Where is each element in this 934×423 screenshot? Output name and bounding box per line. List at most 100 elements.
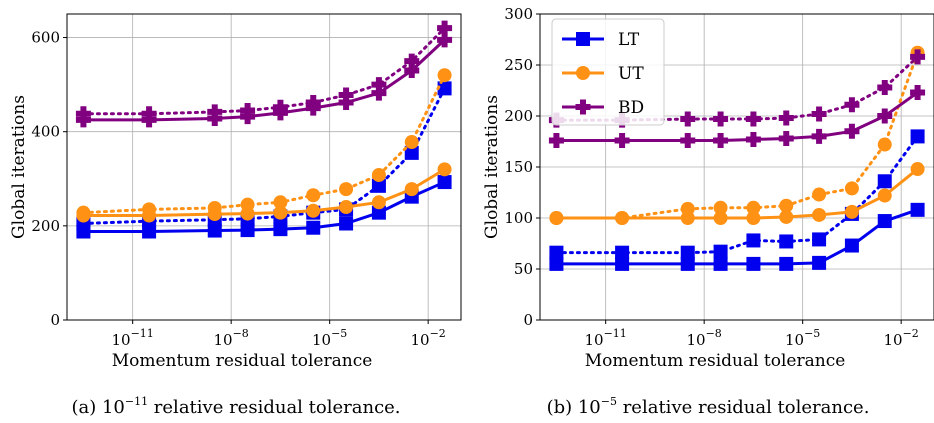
data-point-lt (306, 220, 321, 235)
data-point-lt (404, 145, 419, 160)
data-point-ut (779, 209, 794, 224)
data-point-lt (812, 255, 827, 270)
data-point-bd (745, 111, 761, 127)
x-tick-exponent: −2 (903, 327, 919, 340)
data-point-bd (713, 111, 729, 127)
y-axis-label: Global iterations (482, 95, 502, 239)
data-point-lt (615, 245, 630, 260)
x-tick-exponent: −5 (331, 327, 347, 340)
series-line-ut-dotted (81, 73, 447, 215)
data-point-lt (437, 175, 452, 190)
panel-caption: (b) 10−5 relative residual tolerance. (547, 395, 870, 418)
y-tick-label: 400 (31, 123, 60, 141)
data-point-bd (404, 53, 420, 69)
y-tick-label: 600 (31, 29, 60, 47)
data-point-bd (207, 104, 223, 120)
data-point-ut (404, 135, 419, 150)
data-point-bd (548, 132, 564, 148)
data-point-ut (779, 198, 794, 213)
data-point-lt (371, 178, 386, 193)
series-line-ut-solid (556, 167, 919, 220)
data-point-ut (142, 202, 157, 217)
caption-suffix: relative residual tolerance. (148, 397, 400, 418)
data-point-bd (371, 85, 387, 101)
x-tick-base: 10 (687, 331, 706, 349)
data-point-ut (273, 195, 288, 210)
data-point-lt (779, 256, 794, 271)
caption-base: 10 (102, 397, 125, 418)
data-point-ut (76, 205, 91, 220)
data-point-bd (778, 130, 794, 146)
data-point-bd (371, 77, 387, 93)
legend-marker-ut (576, 66, 590, 80)
data-point-ut (339, 182, 354, 197)
series-line-lt-dotted (554, 134, 920, 255)
panel-caption: (a) 10−11 relative residual tolerance. (71, 395, 400, 418)
series-line-bd-solid (556, 91, 919, 142)
data-point-lt (877, 174, 892, 189)
x-tick-base: 10 (312, 331, 331, 349)
x-axis-label: Momentum residual tolerance (112, 351, 373, 371)
legend-label-ut: UT (618, 64, 644, 84)
data-point-lt (844, 238, 859, 253)
x-tick-base: 10 (214, 331, 233, 349)
legend-label-bd: BD (618, 98, 644, 118)
x-tick-label: 10−2 (411, 327, 446, 349)
data-point-lt (910, 202, 925, 217)
data-point-bd (75, 106, 91, 122)
data-point-ut (746, 200, 761, 215)
data-point-lt (549, 245, 564, 260)
series-line-ut-dotted (554, 51, 920, 220)
data-point-ut (549, 211, 564, 225)
x-tick-exponent: −11 (131, 327, 154, 340)
y-tick-label: 50 (514, 260, 533, 278)
data-point-ut (812, 207, 827, 222)
y-tick-label: 100 (504, 209, 533, 227)
x-axis-label: Momentum residual tolerance (585, 351, 846, 371)
data-point-lt (339, 216, 354, 231)
series-line-ut-solid (83, 168, 446, 217)
data-point-bd (778, 110, 794, 126)
data-point-bd (437, 32, 453, 48)
x-tick-exponent: −2 (430, 327, 446, 340)
data-point-bd (272, 99, 288, 115)
x-tick-label: 10−11 (112, 327, 154, 349)
data-point-ut (371, 195, 386, 210)
data-point-ut (877, 188, 892, 203)
caption-suffix: relative residual tolerance. (617, 397, 869, 418)
legend-marker-bd (575, 99, 591, 115)
data-point-bd (404, 62, 420, 78)
series-line-lt-solid (556, 208, 919, 266)
data-point-lt (549, 256, 564, 271)
data-point-bd (305, 95, 321, 111)
data-point-ut (713, 200, 728, 215)
data-point-bd (910, 49, 926, 65)
data-point-bd (240, 103, 256, 119)
data-point-bd (811, 128, 827, 144)
x-tick-exponent: −8 (706, 327, 722, 340)
y-axis-label: Global iterations (9, 95, 29, 239)
data-point-bd (141, 106, 157, 122)
data-point-lt (207, 223, 222, 238)
data-point-bd (437, 20, 453, 36)
data-point-lt (746, 256, 761, 271)
x-tick-base: 10 (585, 331, 604, 349)
data-point-ut (746, 211, 761, 225)
series-line-bd-dotted (81, 26, 447, 116)
x-tick-base: 10 (785, 331, 804, 349)
data-point-lt (746, 233, 761, 248)
data-point-ut (306, 203, 321, 218)
x-tick-exponent: −8 (233, 327, 249, 340)
data-point-lt (779, 234, 794, 249)
y-tick-label: 200 (504, 107, 533, 125)
data-point-lt (713, 244, 728, 259)
data-point-lt (273, 222, 288, 237)
x-tick-base: 10 (884, 331, 903, 349)
data-point-bd (844, 123, 860, 139)
data-point-ut (910, 162, 925, 177)
caption-exponent: −5 (601, 395, 617, 408)
data-point-bd (844, 97, 860, 113)
